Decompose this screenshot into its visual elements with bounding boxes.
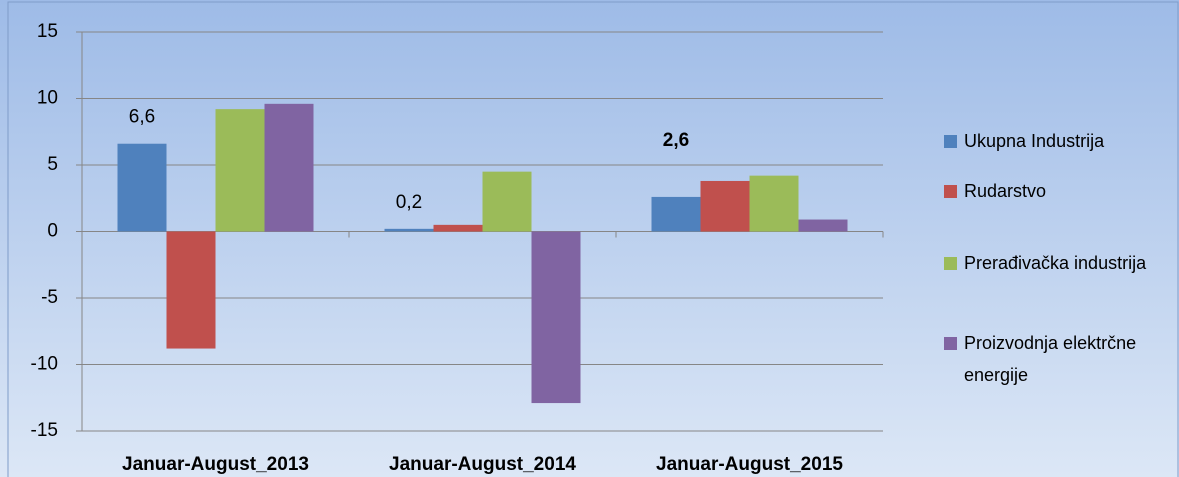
bar — [700, 180, 750, 232]
legend-swatch — [944, 135, 957, 148]
y-tick-label: 5 — [47, 154, 58, 175]
y-tick-label: -15 — [31, 420, 58, 441]
legend-label: Proizvodnja elektrčne energije — [964, 333, 1137, 385]
bar — [749, 175, 799, 232]
frame — [7, 1, 1179, 477]
bar — [651, 196, 701, 232]
legend-swatch — [944, 185, 957, 198]
y-tick-label: -5 — [41, 287, 58, 308]
legend-item: Proizvodnja elektrčne energije — [944, 327, 1149, 391]
data-label: 6,6 — [129, 107, 155, 128]
y-tick-label: 15 — [37, 21, 58, 42]
y-tick-label: -10 — [31, 354, 58, 375]
legend-swatch — [944, 337, 957, 350]
y-tick-label: 0 — [47, 221, 58, 242]
bar — [531, 231, 581, 404]
bar — [482, 171, 532, 232]
bar — [264, 103, 314, 232]
bar — [117, 143, 167, 232]
x-tick-label: Januar-August_2013 — [122, 454, 309, 475]
legend-item: Prerađivačka industrija — [944, 247, 1149, 279]
legend-label: Ukupna Industrija — [964, 131, 1105, 151]
bar — [215, 109, 265, 232]
y-tick-label: 10 — [37, 88, 58, 109]
bar — [798, 219, 848, 232]
x-tick-label: Januar-August_2015 — [656, 454, 843, 475]
legend-item: Ukupna Industrija — [944, 125, 1149, 157]
legend-label: Prerađivačka industrija — [964, 253, 1147, 273]
legend-swatch — [944, 257, 957, 270]
data-label: 2,6 — [663, 130, 689, 151]
bar — [166, 231, 216, 349]
legend-label: Rudarstvo — [964, 181, 1047, 201]
bar — [384, 228, 434, 232]
legend-item: Rudarstvo — [944, 175, 1149, 207]
bar — [433, 224, 483, 232]
data-label: 0,2 — [396, 192, 422, 213]
x-tick-label: Januar-August_2014 — [389, 454, 576, 475]
